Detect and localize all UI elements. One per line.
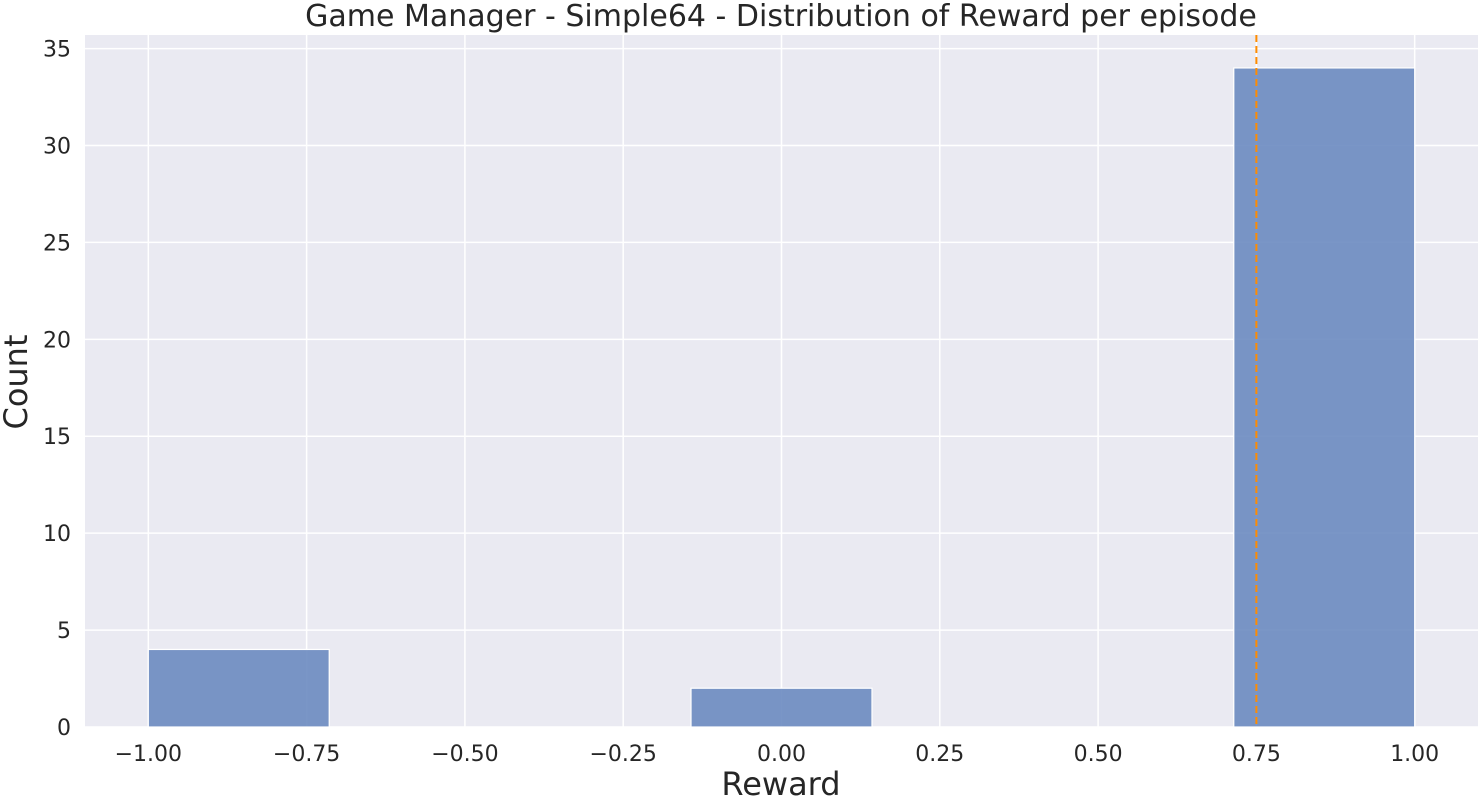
x-axis-ticks: −1.00 −0.75 −0.50 −0.25 0.00 0.25 0.50 0.75 1.00 [115, 742, 1440, 767]
x-tick-label-6: 0.50 [1074, 742, 1123, 767]
y-tick-label-1: 5 [57, 619, 71, 644]
chart-title: Game Manager - Simple64 - Distribution o… [305, 0, 1257, 34]
y-axis-ticks: 0 5 10 15 20 25 30 35 [43, 38, 71, 741]
y-tick-label-5: 25 [43, 231, 71, 256]
y-axis-label: Count [0, 334, 35, 429]
x-tick-label-7: 0.75 [1232, 742, 1281, 767]
y-tick-label-3: 15 [43, 425, 71, 450]
x-tick-label-8: 1.00 [1390, 742, 1439, 767]
x-tick-label-1: −0.75 [273, 742, 340, 767]
y-tick-label-2: 10 [43, 522, 71, 547]
y-tick-label-0: 0 [57, 716, 71, 741]
x-axis-label: Reward [721, 765, 840, 803]
histogram-bars [147, 67, 1416, 728]
x-tick-label-0: −1.00 [115, 742, 182, 767]
x-tick-label-3: −0.25 [589, 742, 656, 767]
histogram-bar-0 [147, 648, 330, 728]
y-tick-label-4: 20 [43, 328, 71, 353]
y-tick-label-6: 30 [43, 134, 71, 159]
histogram-bar-2 [1233, 67, 1416, 728]
histogram-bar-1 [690, 687, 873, 728]
x-tick-label-2: −0.50 [431, 742, 498, 767]
y-tick-label-7: 35 [43, 38, 71, 63]
x-tick-label-4: 0.00 [757, 742, 806, 767]
x-tick-label-5: 0.25 [915, 742, 964, 767]
